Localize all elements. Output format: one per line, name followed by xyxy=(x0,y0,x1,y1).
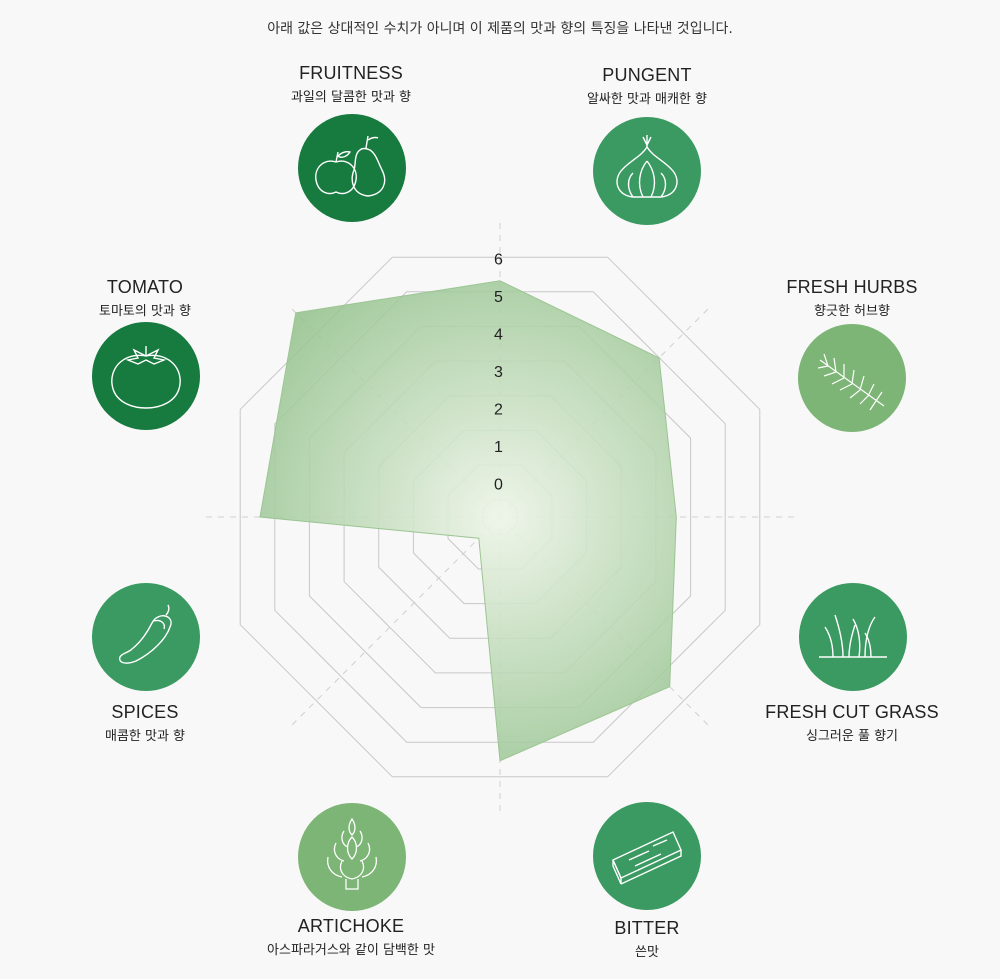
label-ko: 토마토의 맛과 향 xyxy=(99,304,191,319)
artichoke-icon xyxy=(298,803,406,911)
label-ko: 쓴맛 xyxy=(635,945,659,960)
radar-scale-labels: 0 1 2 3 4 5 6 xyxy=(494,251,503,493)
wood-icon xyxy=(593,802,701,910)
label-en: BITTER xyxy=(614,918,680,938)
pepper-icon xyxy=(92,583,200,691)
scale-label: 4 xyxy=(494,326,503,343)
label-en: TOMATO xyxy=(106,277,184,297)
label-ko: 아스파라거스와 같이 담백한 맛 xyxy=(267,943,435,958)
label-bitter: BITTER 쓴맛 xyxy=(537,918,757,960)
herb-icon xyxy=(798,324,906,432)
grass-icon xyxy=(799,583,907,691)
scale-label: 5 xyxy=(494,289,503,306)
label-en: FRESH HURBS xyxy=(786,277,918,297)
label-fresh-hurbs: FRESH HURBS 향긋한 허브향 xyxy=(742,277,962,319)
label-ko: 매콤한 맛과 향 xyxy=(104,729,186,744)
garlic-icon xyxy=(593,117,701,225)
scale-label: 0 xyxy=(494,476,503,493)
scale-label: 6 xyxy=(494,251,503,268)
label-en: ARTICHOKE xyxy=(297,916,405,936)
scale-label: 2 xyxy=(494,401,503,418)
radar-area xyxy=(259,280,677,762)
label-en: PUNGENT xyxy=(602,65,692,85)
label-spices: SPICES 매콤한 맛과 향 xyxy=(35,702,255,744)
scale-label: 3 xyxy=(494,364,503,381)
grid-spoke xyxy=(287,516,501,730)
label-en: FRESH CUT GRASS xyxy=(765,702,939,722)
label-fresh-cut-grass: FRESH CUT GRASS 싱그러운 풀 향기 xyxy=(742,702,962,744)
fruit-icon xyxy=(298,114,406,222)
label-pungent: PUNGENT 알싸한 맛과 매캐한 향 xyxy=(537,65,757,107)
label-ko: 향긋한 허브향 xyxy=(814,304,890,319)
label-fruitness: FRUITNESS 과일의 달콤한 맛과 향 xyxy=(241,63,461,105)
label-ko: 싱그러운 풀 향기 xyxy=(806,729,898,744)
label-artichoke: ARTICHOKE 아스파라거스와 같이 담백한 맛 xyxy=(241,916,461,958)
label-en: FRUITNESS xyxy=(299,63,403,83)
scale-label: 1 xyxy=(494,439,503,456)
tomato-icon xyxy=(92,322,200,430)
label-tomato: TOMATO 토마토의 맛과 향 xyxy=(35,277,255,319)
label-en: SPICES xyxy=(111,702,179,722)
chart-note: 아래 값은 상대적인 수치가 아니며 이 제품의 맛과 향의 특징을 나타낸 것… xyxy=(267,21,733,37)
label-ko: 과일의 달콤한 맛과 향 xyxy=(290,90,412,105)
label-ko: 알싸한 맛과 매캐한 향 xyxy=(586,92,708,107)
